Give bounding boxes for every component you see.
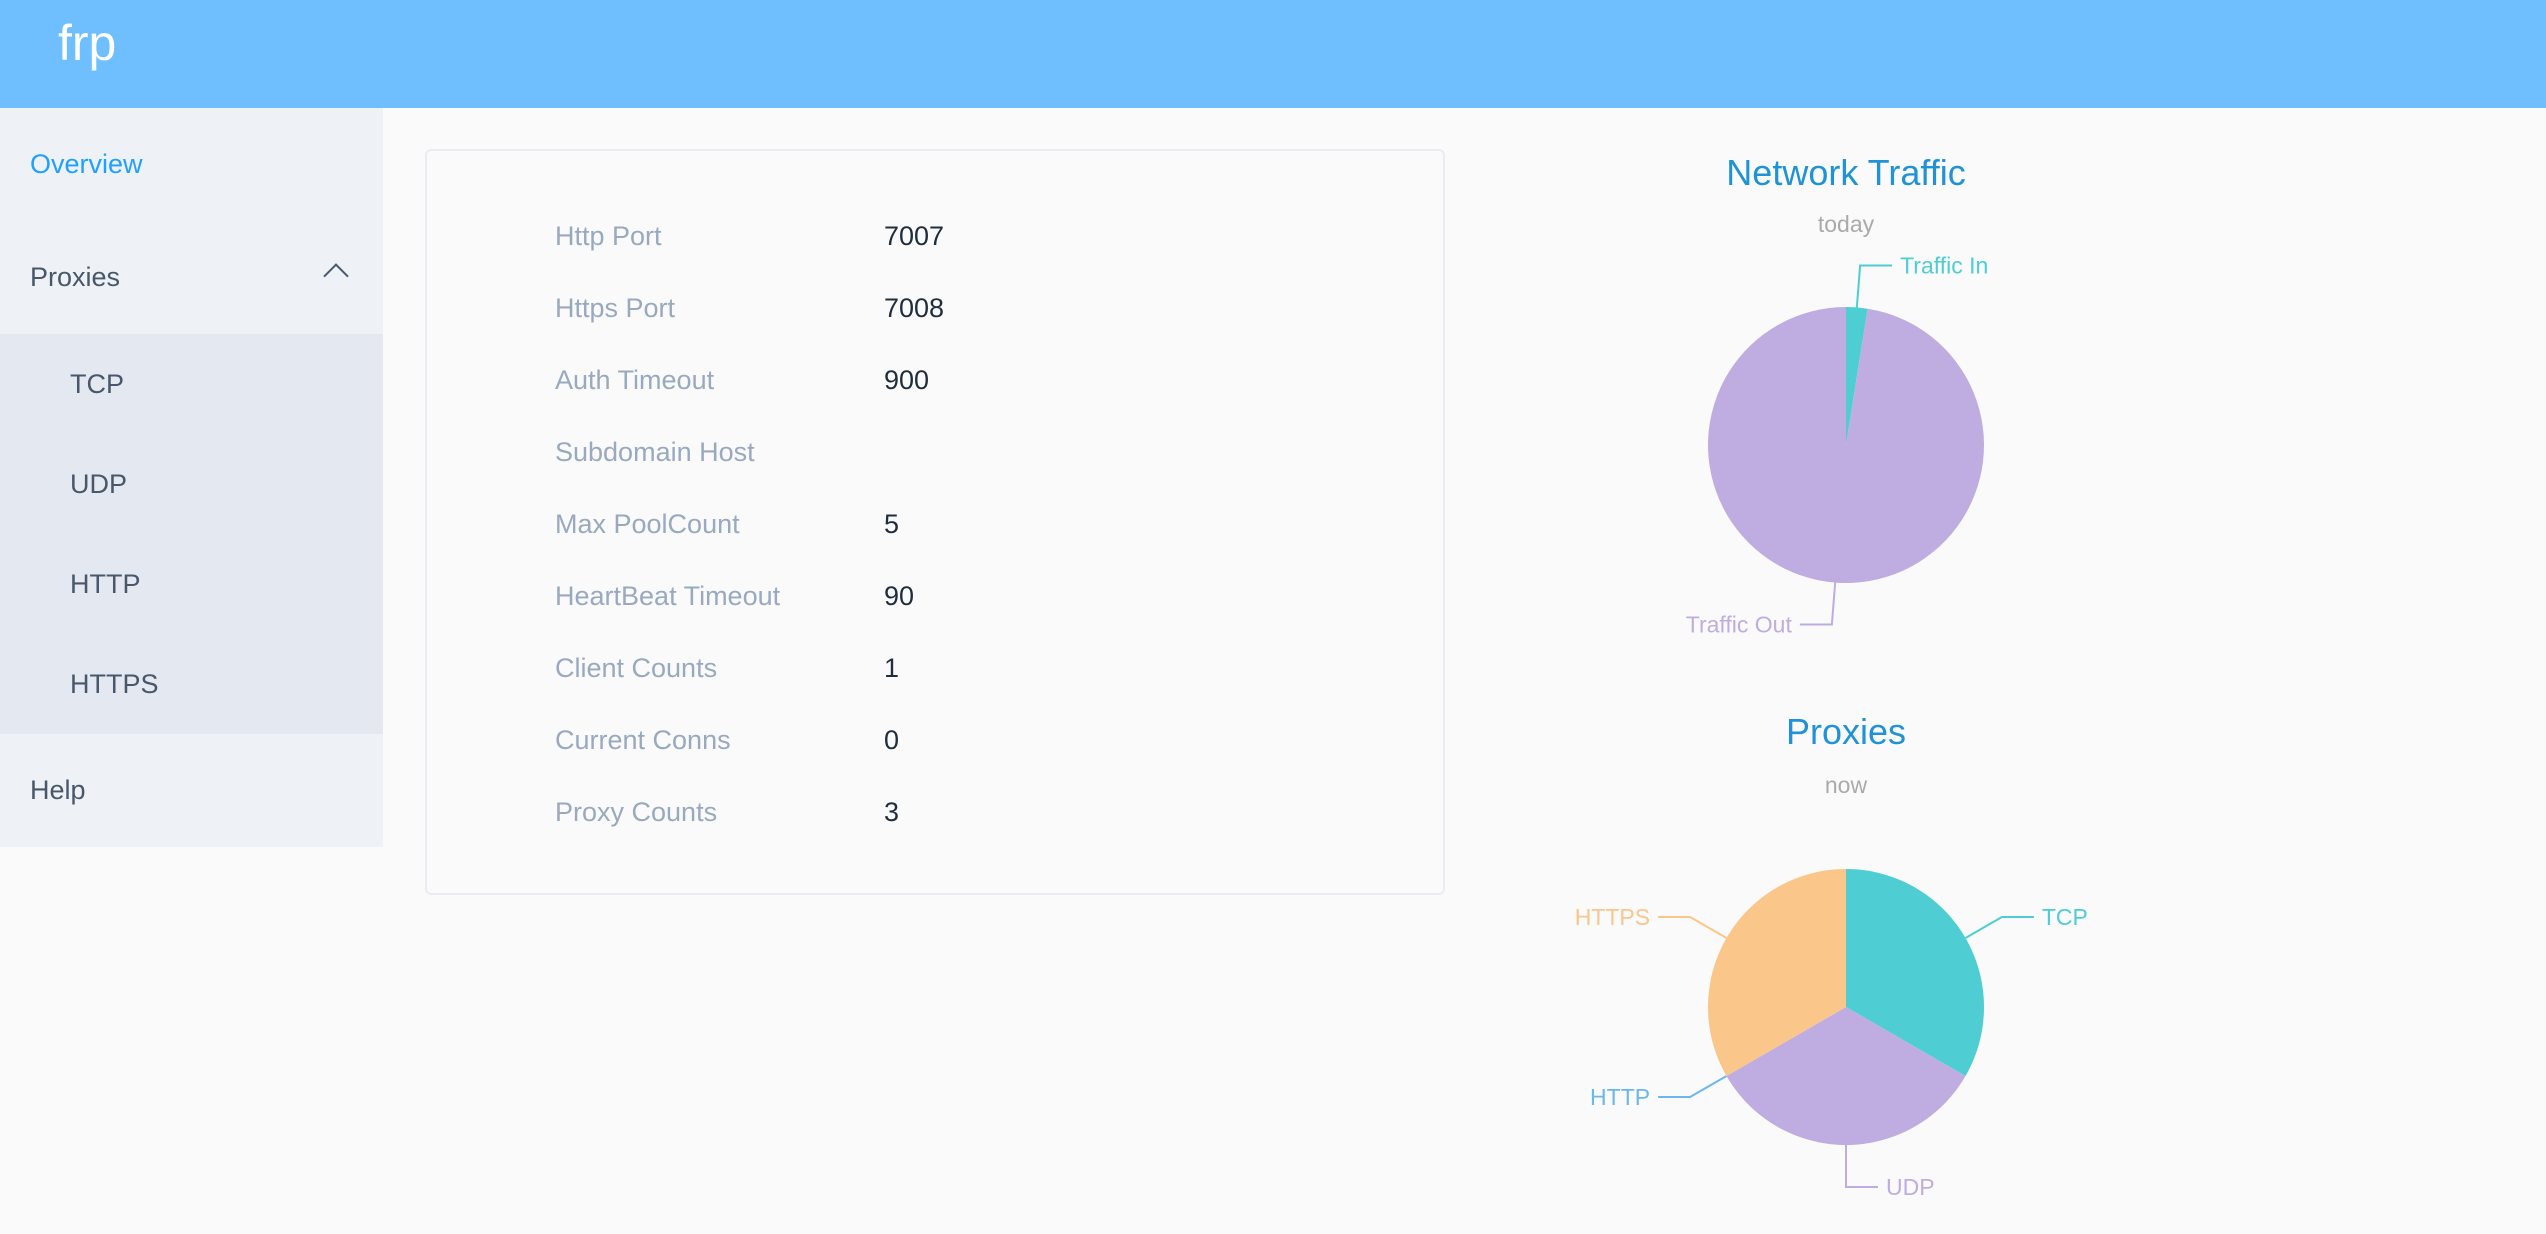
info-label: Proxy Counts — [555, 796, 718, 827]
info-label: Current Conns — [555, 724, 731, 755]
brand-logo[interactable]: frp — [58, 15, 117, 71]
top-header: frp — [0, 0, 2546, 108]
sidebar-item-help[interactable]: Help — [30, 775, 86, 805]
pie-label-traffic-in: Traffic In — [1900, 253, 1988, 279]
chevron-up-icon — [323, 263, 349, 289]
info-label: Https Port — [555, 292, 676, 323]
sidebar-item-https[interactable]: HTTPS — [70, 668, 159, 699]
info-label: Subdomain Host — [555, 436, 755, 467]
traffic-chart-subtitle: today — [1817, 211, 1875, 237]
info-value: 900 — [884, 364, 930, 395]
sidebar-item-http[interactable]: HTTP — [70, 568, 141, 599]
server-info-card: Http Port 7007 Https Port 7008 Auth Timeou… — [425, 149, 1445, 895]
pie-slice-https[interactable] — [1708, 869, 1846, 1076]
info-value: 3 — [884, 796, 900, 827]
info-label: Client Counts — [555, 652, 718, 683]
info-value: 90 — [884, 580, 915, 611]
info-row-http-port: Http Port 7007 — [555, 216, 944, 256]
sidebar-item-udp[interactable]: UDP — [70, 468, 128, 499]
info-row-heartbeat-timeout: HeartBeat Timeout 90 — [555, 576, 914, 616]
label-line-udp — [1845, 1145, 1878, 1188]
info-value: 0 — [884, 724, 900, 755]
label-line-tcp — [1965, 916, 2034, 939]
info-row-client-counts: Client Counts 1 — [555, 648, 899, 688]
sidebar-item-label: Proxies — [30, 262, 121, 292]
label-line-http — [1658, 1075, 1727, 1098]
info-row-auth-timeout: Auth Timeout 900 — [555, 360, 929, 400]
pie-label-https: HTTPS — [1575, 904, 1650, 930]
info-row-current-conns: Current Conns 0 — [555, 720, 899, 760]
pie-slice-traffic-in[interactable] — [1846, 307, 1868, 445]
info-label: Http Port — [555, 220, 662, 251]
info-value: 7007 — [884, 220, 945, 251]
info-row-subdomain-host: Subdomain Host — [555, 432, 884, 472]
sidebar-item-overview[interactable]: Overview — [30, 149, 143, 179]
info-label: Max PoolCount — [555, 508, 740, 539]
pie-slice-traffic-out[interactable] — [1708, 307, 1984, 583]
pie-label-udp: UDP — [1886, 1174, 1935, 1200]
sidebar-item-proxies[interactable]: Proxies — [0, 221, 383, 334]
label-line-https — [1658, 916, 1727, 939]
pie-slice-tcp[interactable] — [1846, 869, 1984, 1076]
sidebar: Overview Proxies TCP UDP HTTP HTTPS Help — [0, 108, 383, 847]
info-row-proxy-counts: Proxy Counts 3 — [555, 792, 899, 832]
info-row-https-port: Https Port 7008 — [555, 288, 944, 328]
label-line-traffic-in — [1855, 264, 1893, 308]
label-line-traffic-out — [1799, 582, 1837, 626]
info-row-max-poolcount: Max PoolCount 5 — [555, 504, 899, 544]
traffic-pie-chart: Traffic In Traffic Out — [1686, 253, 1989, 638]
proxies-pie-chart: TCP UDP HTTP HTTPS — [1575, 869, 2088, 1200]
proxies-submenu: TCP UDP HTTP HTTPS — [0, 334, 383, 734]
pie-label-http: HTTP — [1590, 1084, 1650, 1110]
info-value: 7008 — [884, 292, 945, 323]
info-label: Auth Timeout — [555, 364, 715, 395]
info-value: 5 — [884, 508, 900, 539]
info-value: 1 — [884, 652, 900, 683]
proxies-chart-subtitle: now — [1824, 772, 1868, 798]
sidebar-item-tcp[interactable]: TCP — [70, 368, 124, 399]
traffic-chart-title: Network Traffic — [1726, 152, 1966, 193]
pie-label-traffic-out: Traffic Out — [1686, 611, 1793, 637]
pie-label-tcp: TCP — [2042, 904, 2088, 930]
pie-slice-udp[interactable] — [1726, 1007, 1966, 1145]
info-label: HeartBeat Timeout — [555, 580, 781, 611]
proxies-chart-title: Proxies — [1785, 711, 1907, 752]
